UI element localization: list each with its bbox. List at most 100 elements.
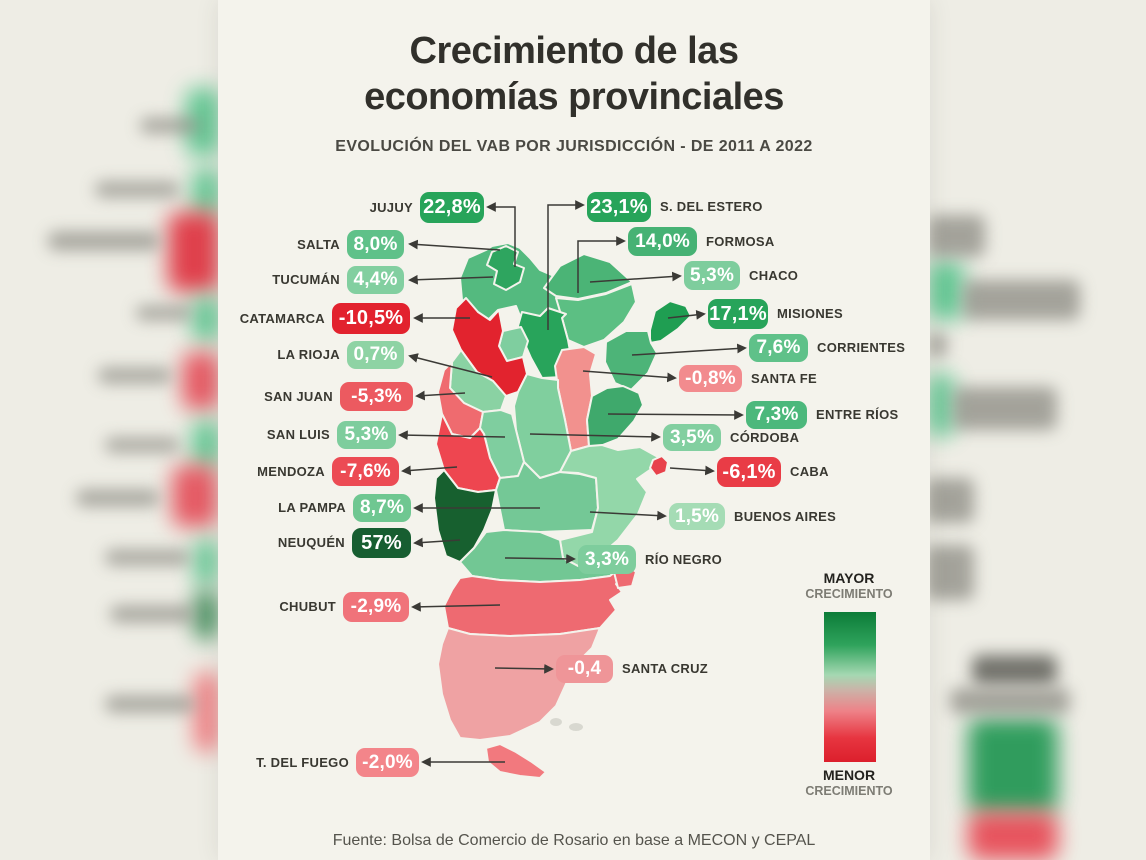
connector-chaco bbox=[589, 271, 682, 283]
value-badge-chubut: -2,9% bbox=[343, 592, 409, 622]
province-name-rio_negro: RÍO NEGRO bbox=[645, 551, 723, 567]
value-badge-caba: -6,1% bbox=[717, 457, 781, 487]
connector-san_luis bbox=[398, 430, 506, 441]
map-region-caba bbox=[649, 455, 669, 477]
province-name-misiones: MISIONES bbox=[777, 306, 843, 321]
province-name-entre_rios: ENTRE RÍOS bbox=[816, 407, 899, 422]
page-subtitle: EVOLUCIÓN DEL VAB POR JURISDICCIÓN - DE … bbox=[335, 138, 813, 155]
connector-rio_negro bbox=[504, 554, 576, 564]
province-name-caba: CABA bbox=[790, 464, 829, 479]
legend-menor-sublabel: CRECIMIENTO bbox=[805, 784, 893, 798]
blurred-shape bbox=[105, 550, 190, 565]
legend-mayor-label: MAYOR bbox=[823, 570, 875, 586]
value-badge-s_del_estero: 23,1% bbox=[587, 192, 651, 222]
connector-jujuy bbox=[486, 202, 516, 267]
blurred-shape bbox=[172, 465, 218, 527]
map-region-buenos-aires bbox=[559, 444, 659, 567]
blurred-shape bbox=[963, 280, 1080, 320]
connector-entre_rios bbox=[607, 410, 744, 420]
blurred-shape bbox=[105, 696, 195, 712]
value-badge-chaco: 5,3% bbox=[684, 261, 740, 290]
connector-mendoza bbox=[401, 465, 458, 476]
blurred-shape bbox=[930, 478, 974, 523]
province-name-san_juan: SAN JUAN bbox=[264, 388, 333, 404]
blurred-left-panel bbox=[0, 0, 218, 860]
value-badge-catamarca: -10,5% bbox=[332, 303, 410, 334]
connector-salta bbox=[408, 239, 501, 251]
blurred-shape bbox=[95, 182, 180, 197]
province-name-t_del_fuego: T. DEL FUEGO bbox=[256, 754, 349, 770]
blurred-shape bbox=[194, 538, 218, 586]
province-name-salta: SALTA bbox=[297, 236, 340, 252]
map-region-tierra-del-fuego bbox=[485, 743, 547, 779]
blurred-shape bbox=[168, 212, 218, 292]
map-region-entre-rios bbox=[586, 385, 644, 447]
blurred-shape bbox=[930, 215, 985, 257]
connector-neuquen bbox=[413, 537, 461, 548]
connector-s_del_estero bbox=[547, 200, 585, 330]
blurred-shape bbox=[105, 438, 180, 452]
blurred-shape bbox=[930, 373, 954, 437]
blurred-shape bbox=[136, 306, 192, 320]
province-name-mendoza: MENDOZA bbox=[257, 463, 325, 479]
malvinas-islands-icon bbox=[548, 716, 564, 728]
blurred-shape bbox=[140, 118, 200, 133]
connector-chubut bbox=[411, 601, 501, 612]
value-badge-buenos_aires: 1,5% bbox=[669, 503, 725, 530]
value-badge-san_juan: -5,3% bbox=[340, 382, 413, 411]
value-badge-la_pampa: 8,7% bbox=[353, 494, 411, 522]
blurred-shape bbox=[194, 672, 218, 752]
value-badge-san_luis: 5,3% bbox=[337, 421, 396, 449]
province-name-catamarca: CATAMARCA bbox=[239, 310, 325, 326]
value-badge-formosa: 14,0% bbox=[628, 227, 697, 256]
connector-san_juan bbox=[415, 390, 466, 401]
blurred-shape bbox=[192, 420, 218, 468]
blurred-shape bbox=[930, 333, 947, 357]
malvinas-islands-icon bbox=[567, 721, 585, 733]
province-name-corrientes: CORRIENTES bbox=[817, 340, 906, 355]
connector-santa_cruz bbox=[494, 663, 554, 674]
blurred-shape bbox=[968, 812, 1058, 860]
province-name-santa_fe: SANTA FE bbox=[751, 370, 817, 386]
connector-santa_fe bbox=[582, 370, 677, 383]
value-badge-cordoba: 3,5% bbox=[663, 424, 721, 451]
connector-buenos_aires bbox=[589, 510, 667, 521]
value-badge-entre_rios: 7,3% bbox=[746, 401, 807, 429]
province-name-chubut: CHUBUT bbox=[279, 599, 336, 614]
blurred-shape bbox=[192, 168, 218, 216]
blurred-shape bbox=[194, 590, 218, 640]
province-name-santa_cruz: SANTA CRUZ bbox=[622, 661, 709, 676]
blurred-shape bbox=[972, 655, 1057, 685]
blurred-shape bbox=[930, 545, 974, 600]
legend-gradient-bar bbox=[824, 612, 876, 762]
blurred-shape bbox=[950, 688, 1070, 714]
connector-misiones bbox=[667, 310, 706, 320]
legend-menor-label: MENOR bbox=[822, 767, 876, 783]
value-badge-rio_negro: 3,3% bbox=[578, 545, 636, 574]
province-name-buenos_aires: BUENOS AIRES bbox=[734, 508, 837, 524]
blurred-shape bbox=[110, 606, 195, 622]
province-name-la_pampa: LA PAMPA bbox=[278, 500, 346, 515]
blurred-shape bbox=[76, 490, 160, 506]
blurred-shape bbox=[930, 260, 964, 320]
blurred-shape bbox=[953, 387, 1057, 430]
connector-la_rioja bbox=[408, 353, 493, 378]
blurred-right-panel bbox=[930, 0, 1146, 860]
province-name-cordoba: CÓRDOBA bbox=[730, 429, 800, 445]
province-name-chaco: CHACO bbox=[749, 267, 799, 283]
page-title: Crecimiento de las economías provinciales bbox=[364, 30, 784, 118]
province-name-jujuy: JUJUY bbox=[369, 199, 413, 215]
map-region-formosa bbox=[543, 253, 633, 300]
connector-formosa bbox=[577, 236, 626, 293]
legend-mayor-sublabel: CRECIMIENTO bbox=[805, 587, 893, 601]
blurred-shape bbox=[182, 352, 218, 410]
source-caption: Fuente: Bolsa de Comercio de Rosario en … bbox=[332, 832, 816, 849]
blurred-shape bbox=[968, 718, 1058, 813]
province-name-neuquen: NEUQUÉN bbox=[277, 535, 345, 550]
value-badge-la_rioja: 0,7% bbox=[347, 341, 404, 369]
connector-cordoba bbox=[529, 431, 661, 442]
value-badge-mendoza: -7,6% bbox=[332, 457, 399, 486]
province-name-la_rioja: LA RIOJA bbox=[277, 347, 340, 362]
